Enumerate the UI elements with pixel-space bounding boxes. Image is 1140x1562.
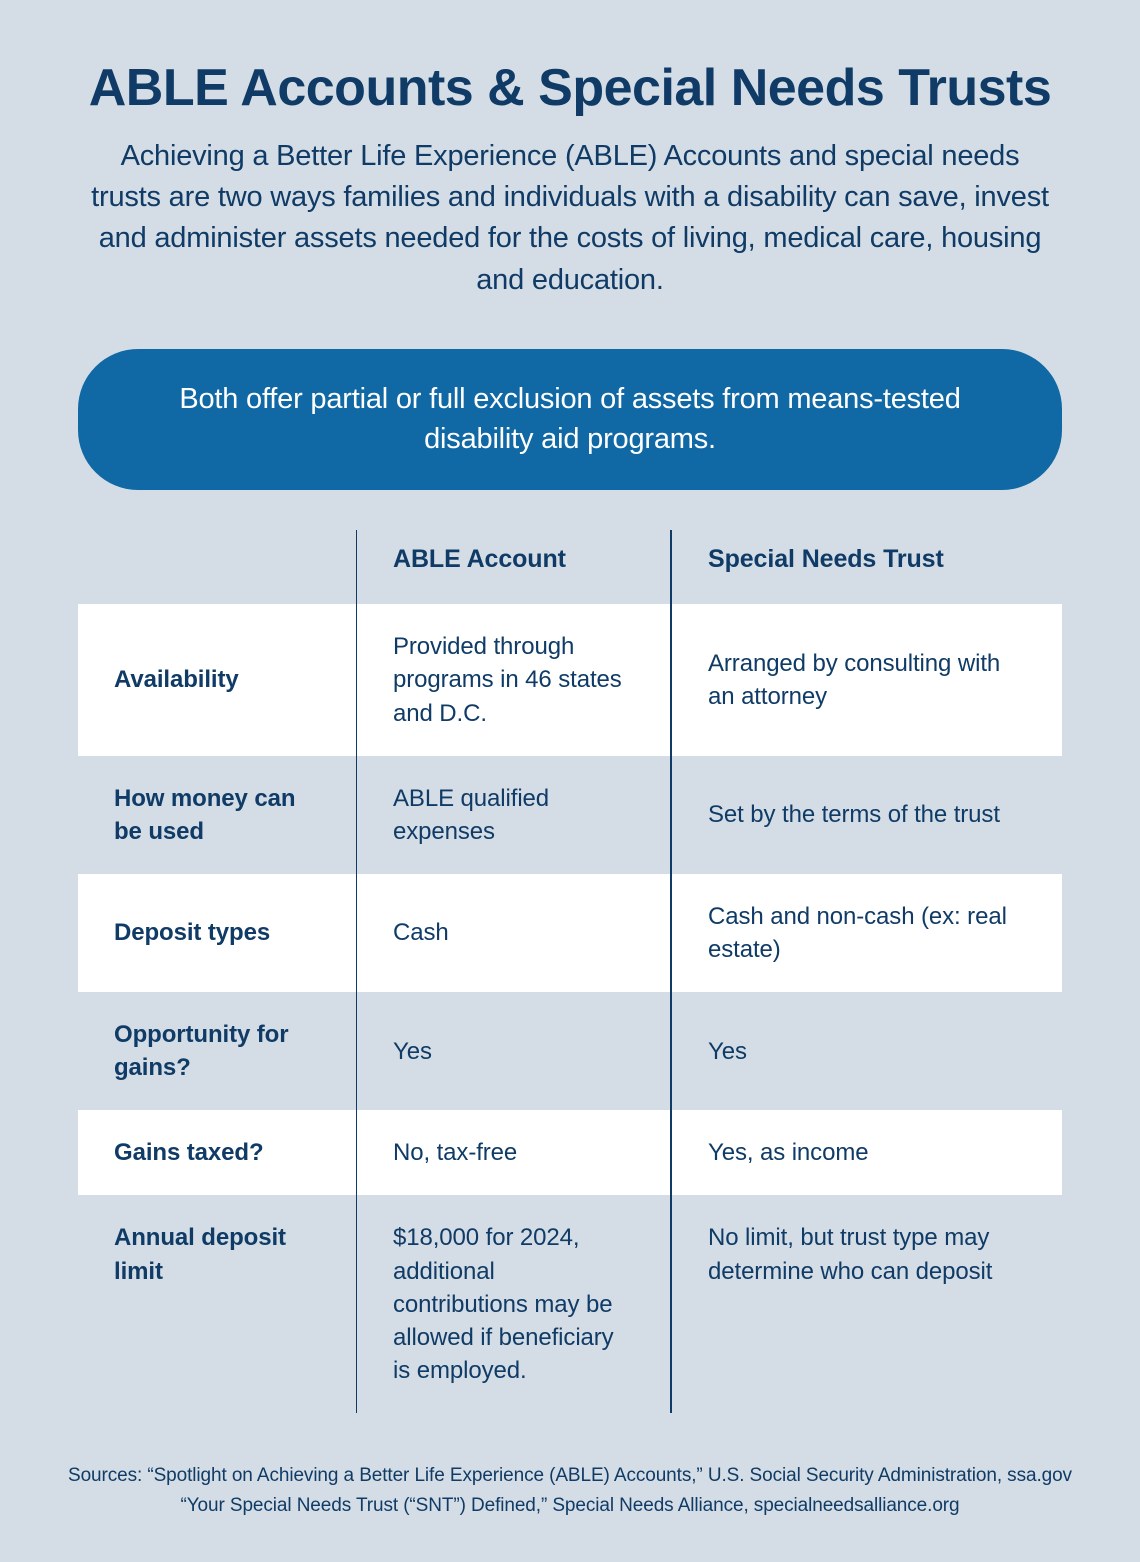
comparison-table: ABLE Account Special Needs Trust Availab…	[78, 530, 1062, 1413]
cell-snt: Yes, as income	[672, 1110, 1062, 1195]
table-row: Gains taxed? No, tax-free Yes, as income	[78, 1110, 1062, 1195]
row-label: Availability	[78, 604, 356, 755]
cell-snt: Set by the terms of the trust	[672, 756, 1062, 874]
row-label: Annual deposit limit	[78, 1195, 356, 1413]
cell-able: $18,000 for 2024, additional contributio…	[357, 1195, 670, 1413]
header-snt: Special Needs Trust	[672, 530, 1062, 605]
row-label: How money can be used	[78, 756, 356, 874]
cell-able: No, tax-free	[357, 1110, 670, 1195]
cell-able: Provided through programs in 46 states a…	[357, 604, 670, 755]
table-row: Deposit types Cash Cash and non-cash (ex…	[78, 874, 1062, 992]
cell-snt: Yes	[672, 992, 1062, 1110]
table-row: How money can be used ABLE qualified exp…	[78, 756, 1062, 874]
table-header-row: ABLE Account Special Needs Trust	[78, 530, 1062, 605]
cell-able: Cash	[357, 874, 670, 992]
row-label: Gains taxed?	[78, 1110, 356, 1195]
header-able: ABLE Account	[357, 530, 670, 605]
cell-able: ABLE qualified expenses	[357, 756, 670, 874]
source-line-2: “Your Special Needs Trust (“SNT”) Define…	[54, 1491, 1086, 1521]
row-label: Opportunity for gains?	[78, 992, 356, 1110]
cell-snt: Arranged by consulting with an attorney	[672, 604, 1062, 755]
row-label: Deposit types	[78, 874, 356, 992]
cell-snt: No limit, but trust type may determine w…	[672, 1195, 1062, 1413]
page-title: ABLE Accounts & Special Needs Trusts	[54, 58, 1086, 118]
highlight-pill: Both offer partial or full exclusion of …	[78, 349, 1062, 490]
cell-snt: Cash and non-cash (ex: real estate)	[672, 874, 1062, 992]
cell-able: Yes	[357, 992, 670, 1110]
sources-block: Sources: “Spotlight on Achieving a Bette…	[54, 1461, 1086, 1522]
table-row: Annual deposit limit $18,000 for 2024, a…	[78, 1195, 1062, 1413]
source-line-1: Sources: “Spotlight on Achieving a Bette…	[54, 1461, 1086, 1491]
header-empty	[78, 530, 356, 605]
table-row: Availability Provided through programs i…	[78, 604, 1062, 755]
table-row: Opportunity for gains? Yes Yes	[78, 992, 1062, 1110]
page-subtitle: Achieving a Better Life Experience (ABLE…	[90, 136, 1050, 301]
